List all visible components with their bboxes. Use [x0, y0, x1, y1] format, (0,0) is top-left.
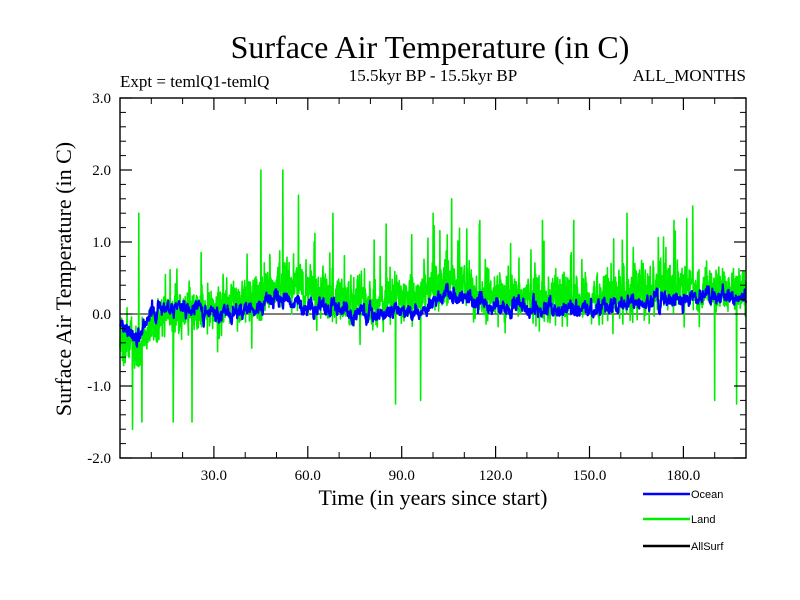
legend-entry-ocean-label: Ocean [691, 489, 723, 501]
chart-subtitle-experiment: Expt = temlQ1-temlQ [120, 72, 269, 91]
x-tick-label: 30.0 [201, 468, 227, 484]
x-tick-label: 120.0 [479, 468, 513, 484]
series-line-ocean [119, 282, 748, 348]
y-tick-label: 1.0 [92, 235, 111, 251]
x-tick-label: 150.0 [573, 468, 607, 484]
y-tick-label: -1.0 [87, 379, 111, 395]
x-tick-label: 60.0 [295, 468, 321, 484]
chart-subtitle-months: ALL_MONTHS [633, 66, 746, 85]
chart-title: Surface Air Temperature (in C) [231, 29, 630, 65]
x-tick-label: 90.0 [389, 468, 415, 484]
legend-entry-land-label: Land [691, 514, 715, 526]
y-tick-label: 0.0 [92, 307, 111, 323]
y-tick-label: 2.0 [92, 163, 111, 179]
legend: Ocean Land AllSurf [643, 489, 724, 553]
x-axis-label: Time (in years since start) [319, 485, 548, 510]
y-tick-label: -2.0 [87, 451, 111, 467]
legend-entry-allsurf-label: AllSurf [691, 541, 724, 553]
chart-subtitle-period: 15.5kyr BP - 15.5kyr BP [349, 66, 517, 85]
plot-area: 30.0 60.0 90.0 120.0 150.0 180.0 -2.0 -1.0 0.0 1.… [87, 91, 748, 484]
y-axis-label: Surface Air Temperature (in C) [51, 142, 76, 416]
y-tick-label: 3.0 [92, 91, 111, 107]
x-tick-label: 180.0 [667, 468, 701, 484]
